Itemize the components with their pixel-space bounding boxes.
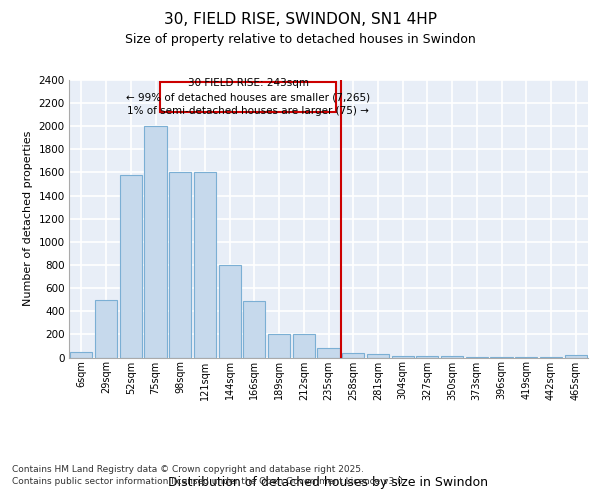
Bar bbox=[441, 356, 463, 358]
Bar bbox=[392, 356, 414, 358]
X-axis label: Distribution of detached houses by size in Swindon: Distribution of detached houses by size … bbox=[169, 476, 488, 489]
Bar bbox=[145, 126, 167, 358]
Y-axis label: Number of detached properties: Number of detached properties bbox=[23, 131, 33, 306]
Bar bbox=[342, 353, 364, 358]
Bar bbox=[243, 301, 265, 358]
Bar bbox=[466, 357, 488, 358]
Bar bbox=[565, 355, 587, 358]
FancyBboxPatch shape bbox=[160, 82, 336, 112]
Bar bbox=[218, 265, 241, 358]
Text: Size of property relative to detached houses in Swindon: Size of property relative to detached ho… bbox=[125, 32, 475, 46]
Text: Contains public sector information licensed under the Open Government Licence v3: Contains public sector information licen… bbox=[12, 478, 406, 486]
Bar bbox=[293, 334, 315, 357]
Bar bbox=[268, 334, 290, 357]
Text: 30 FIELD RISE: 243sqm
← 99% of detached houses are smaller (7,265)
1% of semi-de: 30 FIELD RISE: 243sqm ← 99% of detached … bbox=[126, 78, 370, 116]
Text: Contains HM Land Registry data © Crown copyright and database right 2025.: Contains HM Land Registry data © Crown c… bbox=[12, 465, 364, 474]
Bar bbox=[70, 352, 92, 358]
Bar bbox=[416, 356, 439, 358]
Text: 30, FIELD RISE, SWINDON, SN1 4HP: 30, FIELD RISE, SWINDON, SN1 4HP bbox=[163, 12, 437, 28]
Bar bbox=[490, 357, 512, 358]
Bar bbox=[119, 175, 142, 358]
Bar bbox=[317, 348, 340, 358]
Bar bbox=[169, 172, 191, 358]
Bar bbox=[367, 354, 389, 358]
Bar bbox=[194, 172, 216, 358]
Bar bbox=[540, 357, 562, 358]
Bar bbox=[515, 357, 538, 358]
Bar bbox=[95, 300, 117, 358]
